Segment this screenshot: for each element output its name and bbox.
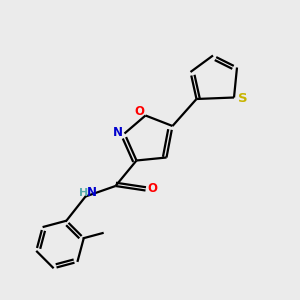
Text: H: H — [80, 188, 88, 198]
Text: O: O — [134, 105, 144, 119]
Text: O: O — [147, 182, 157, 196]
Text: S: S — [238, 92, 247, 106]
Text: N: N — [113, 125, 123, 139]
Text: N: N — [86, 186, 97, 200]
